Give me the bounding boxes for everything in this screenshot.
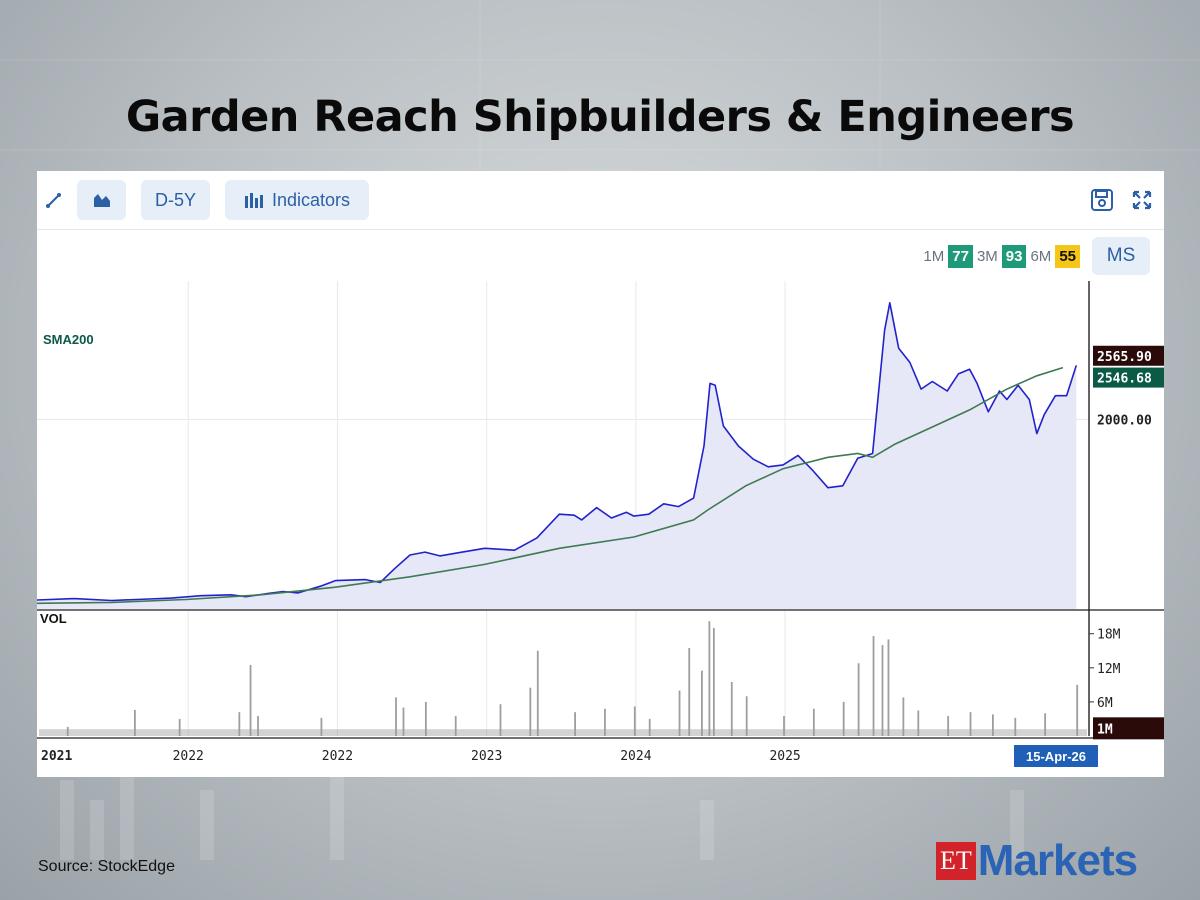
volume-bar bbox=[1014, 717, 1017, 736]
x-tick-label: 2022 bbox=[322, 749, 353, 764]
volume-bar bbox=[678, 690, 681, 736]
page-title: Garden Reach Shipbuilders & Engineers bbox=[125, 92, 1075, 142]
et-markets-logo: ET Markets bbox=[936, 836, 1138, 886]
volume-bar bbox=[633, 706, 636, 736]
score-3m-label: 3M bbox=[976, 247, 998, 265]
volume-bar bbox=[688, 647, 691, 736]
x-tick-label: 2021 bbox=[41, 749, 72, 764]
volume-bar bbox=[402, 707, 405, 736]
volume-bar bbox=[701, 670, 703, 736]
volume-bar bbox=[969, 712, 972, 736]
volume-baseline bbox=[39, 729, 1087, 736]
volume-bar bbox=[783, 716, 785, 736]
volume-bar bbox=[812, 708, 815, 736]
volume-bar bbox=[320, 717, 323, 736]
volume-bar bbox=[178, 718, 181, 736]
source-text: Source: StockEdge bbox=[38, 858, 175, 875]
volume-bar bbox=[66, 726, 69, 736]
price-badge-label: 2565.90 bbox=[1097, 350, 1152, 365]
volume-bar bbox=[1076, 684, 1079, 736]
volume-bar bbox=[902, 697, 905, 736]
price-badge-label: 2546.68 bbox=[1097, 372, 1152, 387]
volume-bar bbox=[574, 712, 576, 736]
volume-bar bbox=[257, 716, 259, 736]
volume-bar bbox=[857, 663, 860, 736]
volume-bar bbox=[648, 718, 651, 736]
x-tick-label: 2023 bbox=[471, 749, 502, 764]
volume-bar bbox=[708, 621, 711, 736]
cursor-date-label: 15-Apr-26 bbox=[1026, 749, 1086, 764]
volume-bar bbox=[992, 714, 994, 736]
x-tick-label: 2022 bbox=[173, 749, 204, 764]
volume-bar bbox=[604, 708, 606, 736]
logo-markets: Markets bbox=[977, 836, 1138, 885]
volume-bar bbox=[881, 645, 884, 736]
volume-bar bbox=[424, 701, 427, 736]
volume-y-tick-label: 12M bbox=[1097, 662, 1121, 677]
chart-panel: D-5Y Indicators 1M 77 3M 93 6M 55 MS SMA… bbox=[37, 171, 1164, 777]
expand-icon[interactable] bbox=[1127, 180, 1157, 220]
volume-bar bbox=[947, 716, 950, 736]
volume-bar bbox=[529, 687, 532, 736]
logo-et: ET bbox=[936, 842, 976, 880]
volume-bar bbox=[454, 716, 457, 736]
volume-bar bbox=[133, 709, 136, 736]
volume-y-tick-label: 18M bbox=[1097, 628, 1121, 643]
volume-bar bbox=[730, 682, 733, 736]
volume-y-tick-label: 6M bbox=[1097, 696, 1113, 711]
volume-bar bbox=[499, 704, 502, 736]
ms-button[interactable]: MS bbox=[1092, 237, 1150, 275]
score-1m-label: 1M bbox=[923, 247, 945, 265]
line-draw-icon[interactable] bbox=[41, 180, 67, 220]
volume-bar bbox=[395, 697, 397, 736]
x-tick-label: 2025 bbox=[769, 749, 800, 764]
momentum-scores: 1M 77 3M 93 6M 55 MS bbox=[923, 237, 1150, 275]
price-chart: SMA200 2565.90 2546.68 2000.00 VOL 18M 12M 6M 1M… bbox=[37, 281, 1164, 767]
volume-bar bbox=[842, 701, 845, 736]
volume-bar bbox=[249, 664, 252, 736]
save-icon[interactable] bbox=[1087, 180, 1117, 220]
volume-bar bbox=[917, 710, 920, 736]
price-area bbox=[37, 302, 1077, 609]
score-1m-value: 77 bbox=[948, 244, 973, 268]
bar-chart-icon bbox=[244, 193, 263, 208]
volume-bar bbox=[887, 639, 890, 736]
volume-current-label: 1M bbox=[1097, 722, 1113, 737]
indicators-label: Indicators bbox=[271, 189, 351, 210]
sma200-label: SMA200 bbox=[43, 332, 94, 347]
sma200-line bbox=[37, 366, 1064, 605]
volume-bar bbox=[1044, 713, 1047, 736]
score-6m-label: 6M bbox=[1030, 247, 1052, 265]
cursor-date-box bbox=[1014, 745, 1098, 767]
price-badge-box bbox=[1093, 367, 1164, 388]
price-line bbox=[37, 302, 1078, 602]
price-y-tick-label: 2000.00 bbox=[1097, 413, 1152, 428]
chart-toolbar: D-5Y Indicators bbox=[37, 171, 1164, 230]
price-badge-box bbox=[1093, 345, 1164, 366]
volume-bar bbox=[872, 636, 875, 736]
x-tick-label: 2024 bbox=[620, 749, 651, 764]
volume-current-box bbox=[1093, 717, 1164, 740]
volume-bar bbox=[536, 650, 539, 736]
volume-label: VOL bbox=[40, 611, 67, 626]
volume-bar bbox=[745, 696, 748, 736]
score-6m-value: 55 bbox=[1055, 244, 1080, 268]
score-3m-value: 93 bbox=[1001, 244, 1027, 268]
volume-bar bbox=[712, 628, 715, 736]
period-button[interactable]: D-5Y bbox=[141, 180, 210, 220]
area-chart-icon[interactable] bbox=[77, 180, 126, 220]
indicators-button[interactable]: Indicators bbox=[225, 180, 369, 220]
volume-bar bbox=[238, 712, 241, 736]
